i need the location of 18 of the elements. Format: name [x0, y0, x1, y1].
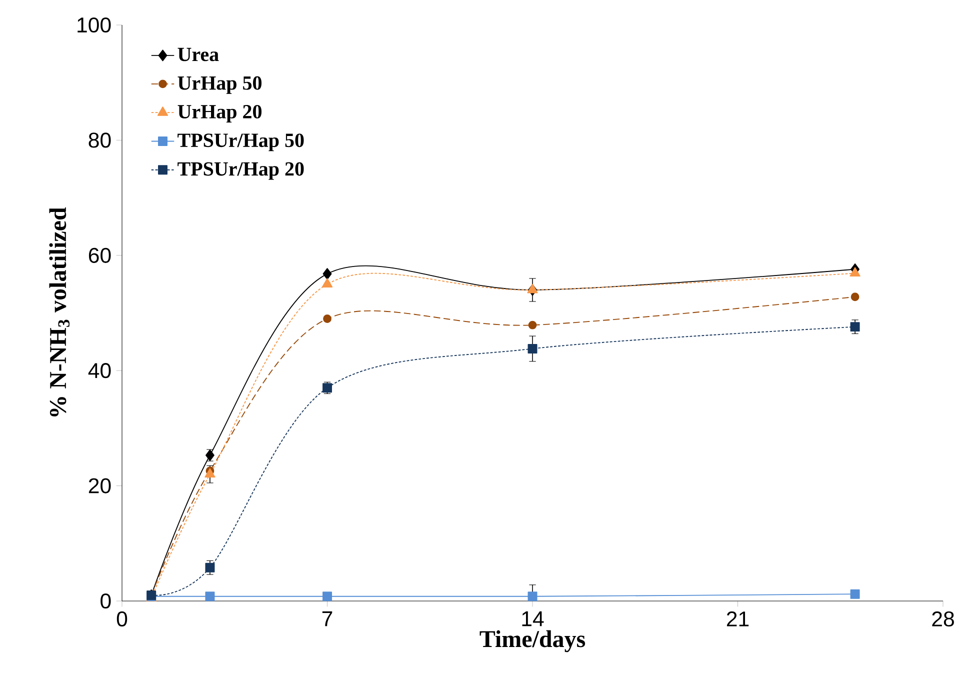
y-tick-label: 80 — [88, 132, 111, 148]
x-tick-label: 7 — [322, 611, 332, 626]
legend-label: TPSUr/Hap 20 — [178, 162, 304, 180]
y-tick-label: 40 — [88, 363, 111, 378]
legend-label: UrHap 20 — [178, 104, 262, 123]
legend-label: Urea — [178, 48, 219, 62]
legend-label: UrHap 50 — [178, 76, 262, 94]
y-tick-label: 60 — [88, 248, 111, 263]
x-axis-title: Time/days — [480, 630, 586, 652]
y-axis-title: % N-NH$_{3}$ volatilized — [49, 207, 70, 416]
x-tick-label: 21 — [726, 611, 749, 626]
x-tick-label: 0 — [116, 611, 128, 627]
x-tick-label: 28 — [932, 611, 954, 627]
x-tick-label: 14 — [522, 611, 544, 626]
y-tick-label: 0 — [100, 593, 111, 609]
y-tick-label: 100 — [78, 17, 111, 33]
y-tick-label: 20 — [88, 478, 111, 494]
legend-label: TPSUr/Hap 50 — [178, 134, 304, 152]
